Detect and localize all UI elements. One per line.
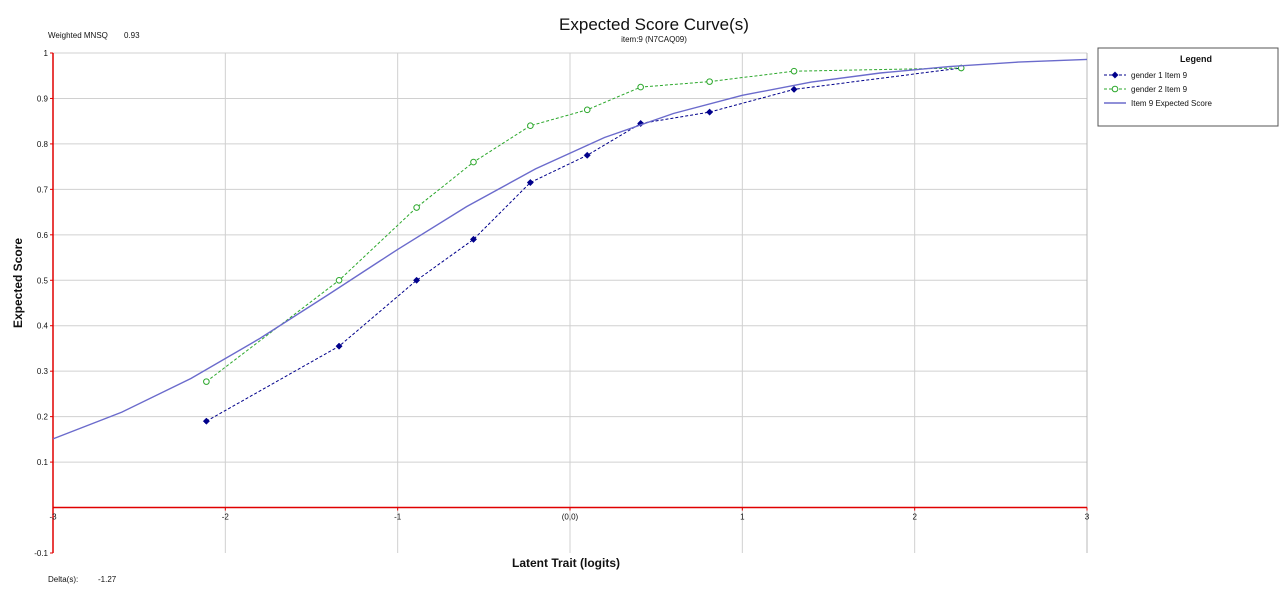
x-tick-label: 1 [740, 513, 745, 522]
data-point [335, 276, 343, 284]
legend-swatch-marker [1111, 71, 1119, 79]
legend-label: gender 2 Item 9 [1131, 85, 1188, 94]
x-tick-label: -1 [394, 513, 402, 522]
legend-item: gender 2 Item 9 [1104, 85, 1188, 94]
legend-swatch-marker [1111, 85, 1119, 93]
data-point [637, 119, 645, 128]
series-2 [203, 64, 965, 385]
delta-label: Delta(s): [48, 575, 78, 584]
legend: Legend gender 1 Item 9 gender 2 Item 9 Ite… [1097, 47, 1279, 127]
data-point [203, 378, 210, 385]
data-point [583, 106, 591, 114]
data-point [526, 178, 534, 187]
y-tick-label: 0.1 [37, 458, 49, 467]
y-tick-label: 0.3 [37, 367, 49, 376]
fit-statistic-value: 0.93 [124, 31, 140, 40]
legend-label: gender 1 Item 9 [1131, 71, 1188, 80]
y-tick-label: 0.4 [37, 322, 49, 331]
series-line [206, 67, 962, 382]
legend-title: Legend [1180, 54, 1212, 64]
legend-item: gender 1 Item 9 [1104, 71, 1188, 80]
x-tick-label: -2 [222, 513, 230, 522]
data-point [413, 276, 421, 284]
x-tick-label: 3 [1085, 513, 1090, 522]
x-tick-label: 2 [912, 513, 917, 522]
y-tick-label: 0.2 [37, 413, 49, 422]
data-point [790, 85, 798, 93]
y-tick-label: 0.7 [37, 185, 49, 194]
data-point [469, 235, 478, 243]
data-point [470, 158, 477, 166]
legend-item: Item 9 Expected Score [1104, 99, 1212, 108]
data-point [637, 83, 644, 91]
y-tick-label: 0.5 [37, 276, 49, 285]
fit-statistic-label: Weighted MNSQ [48, 31, 108, 40]
data-point [335, 342, 343, 350]
legend-items: gender 1 Item 9 gender 2 Item 9 Item 9 Exp… [1104, 71, 1212, 108]
data-point [790, 67, 798, 75]
y-axis-title: Expected Score [11, 238, 25, 328]
legend-box [1097, 47, 1279, 127]
series-line [206, 67, 962, 422]
delta-value: -1.27 [98, 575, 117, 584]
y-tick-label: 1 [44, 49, 49, 58]
y-tick-label: 0.6 [37, 231, 49, 240]
tick-labels: -0.1 0.1 0.2 0.3 0.4 0.5 0.6 0.7 0.8 0.9 1 -3 -2 -1 (0… [34, 49, 1090, 558]
legend-label: Item 9 Expected Score [1131, 99, 1212, 108]
chart-subtitle: item:9 (N7CAQ09) [621, 35, 687, 44]
grid [53, 52, 1088, 553]
data-point [583, 151, 591, 159]
axes [50, 52, 1088, 554]
x-tick-label: (0,0) [562, 513, 579, 522]
x-tick-label: -3 [49, 513, 57, 522]
data-point [527, 122, 534, 130]
x-axis-title: Latent Trait (logits) [512, 556, 620, 570]
data-point [202, 417, 210, 425]
y-tick-label: -0.1 [34, 549, 48, 558]
data-point [706, 108, 714, 116]
data-point [413, 204, 420, 211]
series-1 [202, 64, 965, 425]
data-point [706, 78, 713, 85]
series-line [52, 58, 1088, 440]
y-tick-label: 0.9 [37, 94, 49, 103]
chart-title: Expected Score Curve(s) [559, 15, 749, 34]
y-tick-label: 0.8 [37, 140, 49, 149]
series-3 [52, 58, 1088, 440]
series-group [52, 58, 1088, 440]
